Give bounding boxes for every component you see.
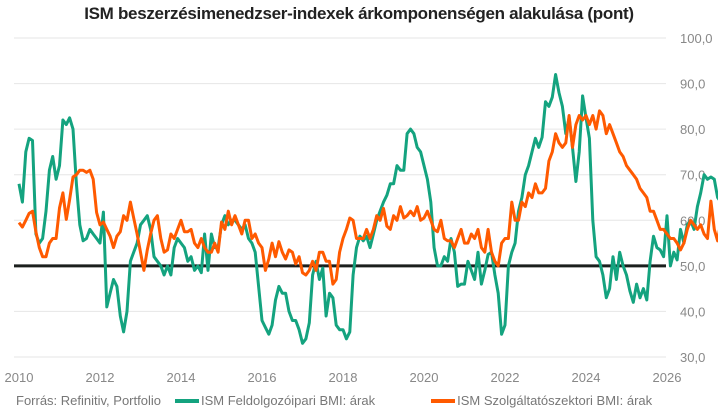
x-tick-label: 2012 <box>86 370 115 385</box>
y-tick-label: 70,0 <box>680 168 705 183</box>
legend-label-services: ISM Szolgáltatószektori BMI: árak <box>457 393 653 408</box>
legend-item-manufacturing: ISM Feldolgozóipari BMI: árak <box>174 393 376 408</box>
y-tick-label: 100,0 <box>680 31 713 46</box>
chart-footer: Forrás: Refinitiv, Portfolio ISM Feldolg… <box>16 393 652 408</box>
source-note: Forrás: Refinitiv, Portfolio <box>16 393 161 408</box>
x-tick-label: 2026 <box>653 370 682 385</box>
series-line-manufacturing-prices <box>17 73 718 345</box>
gridlines <box>14 37 666 358</box>
x-tick-label: 2018 <box>329 370 358 385</box>
x-axis-ticks: 2010 2012 2014 2016 2018 2020 2022 2024 2026 <box>5 370 682 385</box>
y-tick-label: 30,0 <box>680 350 705 365</box>
x-tick-label: 2014 <box>167 370 196 385</box>
legend-swatch-manufacturing <box>174 398 199 403</box>
legend-label-manufacturing: ISM Feldolgozóipari BMI: árak <box>200 393 376 408</box>
x-tick-label: 2016 <box>248 370 277 385</box>
x-tick-label: 2024 <box>572 370 601 385</box>
y-tick-label: 40,0 <box>680 304 705 319</box>
x-tick-label: 2022 <box>491 370 520 385</box>
chart-title: ISM beszerzésimenedzser-indexek árkompon… <box>84 4 634 23</box>
x-tick-label: 2010 <box>5 370 34 385</box>
y-tick-label: 50,0 <box>680 259 705 274</box>
y-tick-label: 90,0 <box>680 77 705 92</box>
y-tick-label: 80,0 <box>680 122 705 137</box>
series-line-services-prices <box>17 109 718 286</box>
legend-item-services: ISM Szolgáltatószektori BMI: árak <box>431 393 652 408</box>
legend-swatch-services <box>431 398 456 403</box>
series-lines <box>17 73 718 345</box>
x-tick-label: 2020 <box>410 370 439 385</box>
